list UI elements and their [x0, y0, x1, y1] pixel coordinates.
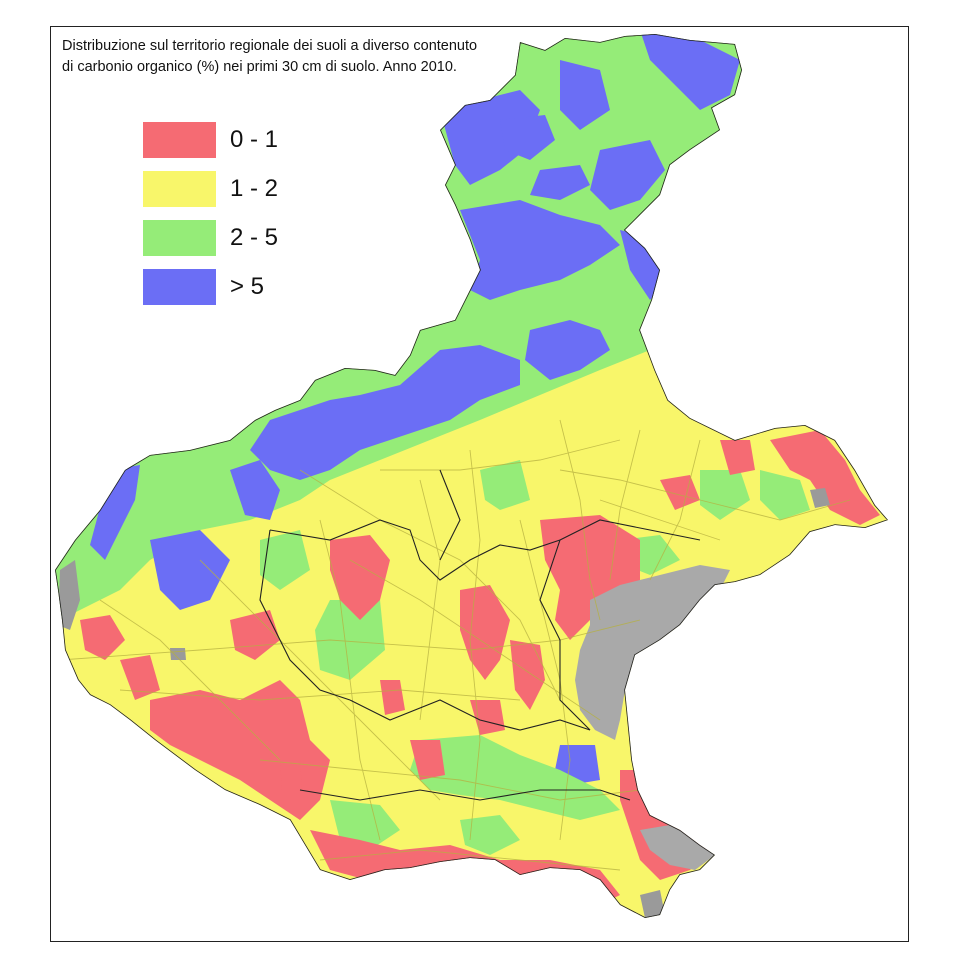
legend-item-1-2: 1 - 2	[143, 171, 278, 207]
legend-label-0-1: 0 - 1	[230, 126, 279, 153]
legend-swatch-0-1	[143, 122, 216, 158]
legend-label-2-5: 2 - 5	[230, 224, 279, 251]
map-title: Distribuzione sul territorio regionale d…	[62, 38, 478, 75]
legend: 0 - 1 1 - 2 2 - 5 > 5	[143, 122, 278, 318]
legend-item-2-5: 2 - 5	[143, 220, 278, 256]
legend-item-0-1: 0 - 1	[143, 122, 278, 158]
legend-label-1-2: 1 - 2	[230, 175, 279, 202]
legend-swatch-2-5	[143, 220, 216, 256]
legend-label-gt-5: > 5	[230, 273, 265, 300]
legend-swatch-1-2	[143, 171, 216, 207]
legend-swatch-gt-5	[143, 269, 216, 305]
legend-item-gt-5: > 5	[143, 269, 278, 305]
